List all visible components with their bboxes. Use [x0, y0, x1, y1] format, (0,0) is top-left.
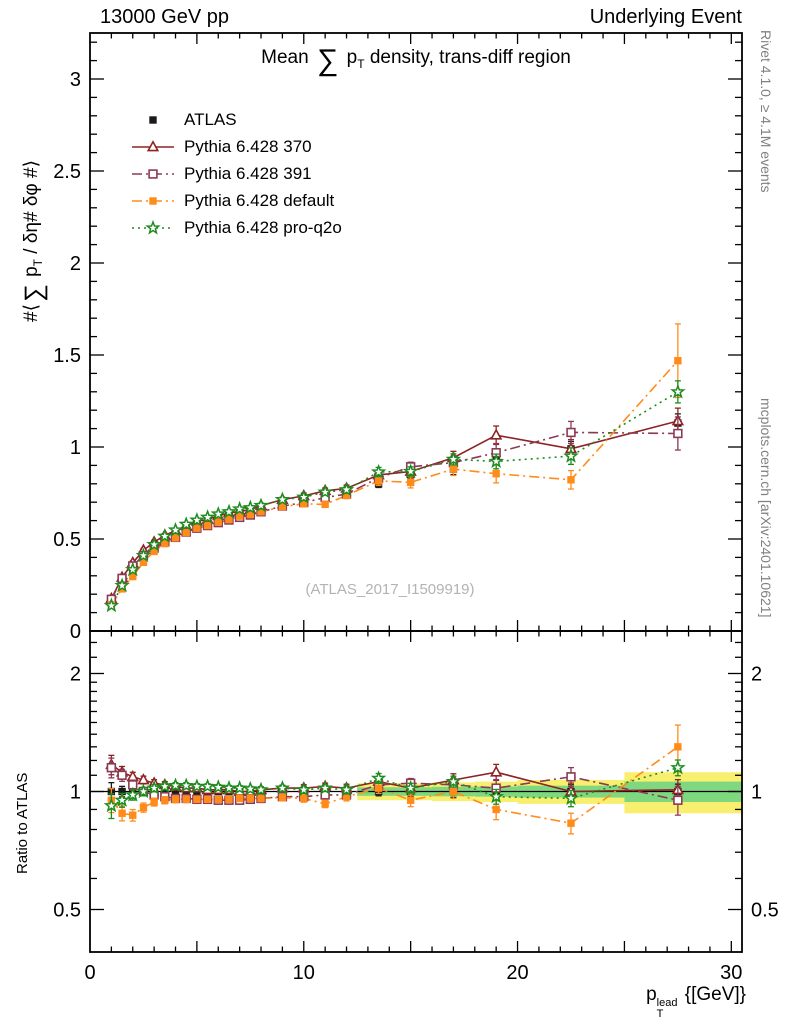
legend-label: Pythia 6.428 370: [184, 136, 312, 156]
svg-text:30: 30: [720, 962, 742, 984]
y-axis-label-ratio: Ratio to ATLAS: [14, 772, 31, 874]
mcplots-arxiv-note: mcplots.cern.ch [arXiv:2401.10621]: [758, 398, 774, 618]
analysis-id-watermark: (ATLAS_2017_I1509919): [305, 581, 475, 598]
sum-symbol: ∑: [20, 284, 48, 303]
x-label-superscript: lead: [656, 997, 678, 1009]
plot-title-prefix: Mean: [261, 47, 314, 68]
legend-entry: Pythia 6.428 default: [130, 187, 342, 214]
legend-entry: Pythia 6.428 pro-q2o: [130, 214, 342, 241]
x-axis-label: p lead T {[GeV]}: [646, 984, 746, 1020]
plot-title: Mean ∑ pT density, trans-diff region: [90, 44, 742, 78]
svg-text:1: 1: [751, 782, 762, 804]
svg-text:0: 0: [70, 621, 81, 643]
legend: ATLAS Pythia 6.428 370 Pythia 6.428 391 Pyt…: [130, 106, 342, 241]
svg-text:0.5: 0.5: [53, 529, 81, 551]
svg-text:10: 10: [293, 962, 315, 984]
svg-text:2: 2: [70, 253, 81, 275]
beam-energy-label: 13000 GeV pp: [100, 6, 229, 28]
svg-text:1.5: 1.5: [53, 345, 81, 367]
y-axis-label-main: #⟨∑ pT / δη# δφ #⟩: [20, 160, 48, 322]
x-label-subscript: T: [656, 1008, 664, 1020]
x-label-units: {[GeV]}: [679, 984, 746, 1005]
svg-text:2: 2: [70, 663, 81, 685]
data-series: [103, 323, 686, 835]
legend-marker-star: [132, 219, 174, 235]
legend-marker-square-open: [132, 168, 174, 179]
legend-marker-triangle-open: [132, 139, 174, 151]
legend-entry: ATLAS: [130, 106, 342, 133]
svg-text:1: 1: [70, 437, 81, 459]
legend-marker-square: [149, 115, 157, 124]
svg-text:0: 0: [84, 962, 95, 984]
legend-entry: Pythia 6.428 370: [130, 133, 342, 160]
plot-title-pt: p: [341, 47, 358, 68]
svg-text:1: 1: [70, 782, 81, 804]
legend-label: Pythia 6.428 391: [184, 163, 312, 183]
axes: 00.511.522.530.5 0.51 12 20 10 20 30: [53, 32, 779, 984]
svg-text:0.5: 0.5: [53, 900, 81, 922]
svg-text:2.5: 2.5: [53, 161, 81, 183]
legend-label: ATLAS: [184, 109, 237, 129]
svg-text:2: 2: [751, 663, 762, 685]
legend-entry: Pythia 6.428 391: [130, 160, 342, 187]
svg-text:3: 3: [70, 69, 81, 91]
legend-label: Pythia 6.428 default: [184, 190, 335, 210]
legend-label: Pythia 6.428 pro-q2o: [184, 217, 342, 237]
plot-title-pt-sub: T: [357, 56, 365, 71]
plot-title-rest: density, trans-diff region: [364, 47, 571, 68]
analysis-topic-label: Underlying Event: [589, 6, 742, 28]
legend-marker-square: [132, 196, 174, 205]
svg-text:0.5: 0.5: [751, 900, 779, 922]
svg-text:20: 20: [506, 962, 528, 984]
sum-symbol: ∑: [316, 44, 339, 77]
rivet-version-note: Rivet 4.1.0, ≥ 4.1M events: [758, 30, 774, 193]
